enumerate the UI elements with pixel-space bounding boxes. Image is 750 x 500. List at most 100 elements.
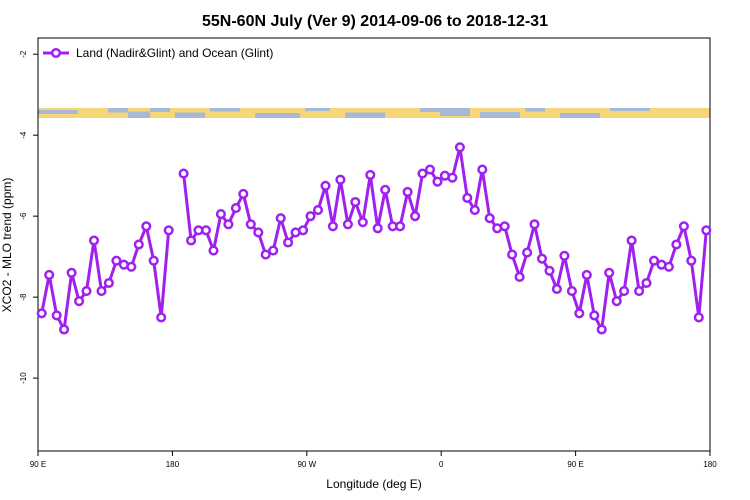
- map-strip-ocean: [305, 108, 330, 111]
- x-tick-label: 180: [166, 460, 180, 469]
- data-point: [133, 239, 144, 250]
- map-strip-ocean: [440, 111, 470, 116]
- data-point: [686, 255, 697, 266]
- data-point: [447, 172, 458, 183]
- map-strip-ocean: [175, 112, 205, 118]
- data-point: [574, 308, 585, 319]
- data-point: [522, 247, 533, 258]
- data-point: [589, 310, 600, 321]
- data-point: [320, 180, 331, 191]
- data-point: [499, 221, 510, 232]
- data-point: [163, 225, 174, 236]
- data-point: [245, 219, 256, 230]
- data-point: [238, 188, 249, 199]
- data-point: [283, 237, 294, 248]
- data-point: [417, 168, 428, 179]
- map-strip-ocean: [128, 111, 150, 118]
- y-axis: -2 -4 -6 -8 -10: [19, 50, 38, 384]
- map-strip-ocean: [345, 112, 385, 118]
- data-point: [663, 261, 674, 272]
- x-tick-label: 90 E: [30, 460, 46, 469]
- data-point: [81, 286, 92, 297]
- data-point: [186, 235, 197, 246]
- x-tick-label: 90 E: [567, 460, 583, 469]
- data-point: [74, 296, 85, 307]
- data-point: [335, 174, 346, 185]
- data-point: [454, 142, 465, 153]
- map-strip: [38, 108, 710, 118]
- x-axis-label: Longitude (deg E): [326, 477, 421, 491]
- data-point: [208, 245, 219, 256]
- data-point: [372, 223, 383, 234]
- data-point: [477, 164, 488, 175]
- y-tick-label: -2: [19, 50, 28, 58]
- data-point: [342, 219, 353, 230]
- x-tick-label: 0: [439, 460, 444, 469]
- map-strip-ocean: [420, 108, 470, 112]
- data-point: [357, 217, 368, 228]
- data-point: [626, 235, 637, 246]
- data-point: [215, 209, 226, 220]
- data-point: [484, 213, 495, 224]
- data-point: [59, 324, 70, 335]
- plot-frame: [37, 37, 711, 452]
- data-point: [432, 176, 443, 187]
- data-point: [327, 221, 338, 232]
- data-point: [111, 255, 122, 266]
- y-tick-label: -6: [19, 212, 28, 220]
- y-axis-label: XCO2 - MLO trend (ppm): [0, 178, 14, 313]
- data-point: [634, 286, 645, 297]
- data-point: [380, 184, 391, 195]
- data-point: [424, 164, 436, 175]
- map-strip-ocean: [108, 108, 128, 113]
- map-strip-ocean: [525, 108, 545, 112]
- legend-marker: [50, 47, 62, 59]
- data-point: [693, 312, 704, 323]
- data-point: [51, 310, 62, 321]
- data-point: [44, 269, 55, 280]
- data-point: [410, 211, 421, 222]
- data-point: [619, 286, 630, 297]
- map-strip-ocean: [38, 110, 78, 114]
- data-point: [529, 219, 540, 230]
- data-point: [230, 203, 241, 214]
- chart-title: 55N-60N July (Ver 9) 2014-09-06 to 2018-…: [202, 13, 548, 30]
- data-point: [275, 213, 286, 224]
- legend-label: Land (Nadir&Glint) and Ocean (Glint): [76, 46, 273, 60]
- data-point: [253, 227, 264, 238]
- data-point: [469, 205, 480, 216]
- data-point: [559, 250, 570, 261]
- data-point: [312, 205, 324, 216]
- data-point: [178, 168, 189, 179]
- y-tick-label: -10: [19, 372, 28, 384]
- legend: Land (Nadir&Glint) and Ocean (Glint): [43, 46, 273, 60]
- data-point: [36, 308, 47, 319]
- map-strip-ocean: [255, 113, 300, 118]
- data-point: [551, 283, 562, 295]
- y-tick-label: -8: [19, 293, 28, 301]
- data-point: [96, 286, 107, 297]
- map-strip-ocean: [150, 108, 170, 112]
- data-point: [298, 225, 309, 236]
- data-point: [671, 239, 682, 250]
- data-point: [402, 186, 413, 197]
- x-axis: 90 E 180 90 W 0 90 E 180: [30, 451, 717, 469]
- data-point: [701, 225, 712, 236]
- data-point: [223, 219, 234, 230]
- map-strip-ocean: [610, 108, 650, 111]
- data-point: [581, 269, 592, 280]
- data-point: [648, 255, 660, 266]
- data-point: [641, 277, 652, 289]
- series-layer: [36, 142, 712, 335]
- map-strip-ocean: [210, 108, 240, 112]
- data-point: [395, 221, 406, 232]
- data-point: [678, 221, 689, 232]
- data-point: [200, 225, 212, 236]
- data-point: [148, 255, 159, 266]
- data-point: [126, 261, 137, 272]
- map-strip-ocean: [560, 113, 600, 118]
- data-point: [103, 277, 114, 289]
- data-point: [305, 211, 316, 222]
- data-point: [604, 267, 615, 278]
